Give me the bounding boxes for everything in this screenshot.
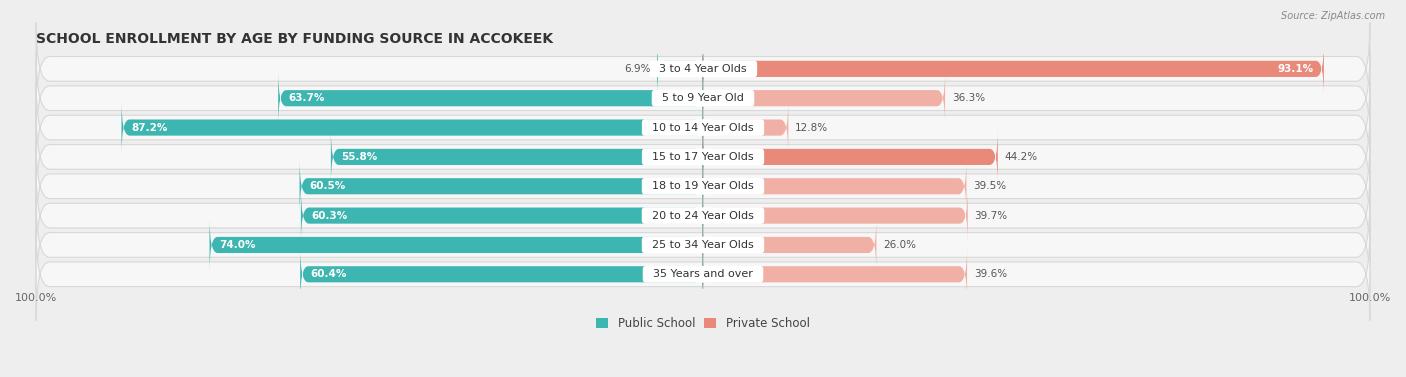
FancyBboxPatch shape <box>703 42 1324 96</box>
Text: 18 to 19 Year Olds: 18 to 19 Year Olds <box>645 181 761 191</box>
FancyBboxPatch shape <box>330 130 703 184</box>
FancyBboxPatch shape <box>37 110 1369 203</box>
Text: 20 to 24 Year Olds: 20 to 24 Year Olds <box>645 211 761 221</box>
Text: 6.9%: 6.9% <box>624 64 651 74</box>
Text: 44.2%: 44.2% <box>1004 152 1038 162</box>
Text: 55.8%: 55.8% <box>340 152 377 162</box>
FancyBboxPatch shape <box>703 130 998 184</box>
Text: 60.5%: 60.5% <box>309 181 346 191</box>
Text: 39.5%: 39.5% <box>973 181 1007 191</box>
FancyBboxPatch shape <box>37 81 1369 174</box>
FancyBboxPatch shape <box>37 228 1369 321</box>
Text: 35 Years and over: 35 Years and over <box>647 269 759 279</box>
FancyBboxPatch shape <box>703 159 966 213</box>
FancyBboxPatch shape <box>121 100 703 155</box>
Text: 60.4%: 60.4% <box>311 269 347 279</box>
Text: 5 to 9 Year Old: 5 to 9 Year Old <box>655 93 751 103</box>
Legend: Public School, Private School: Public School, Private School <box>592 312 814 335</box>
Text: 3 to 4 Year Olds: 3 to 4 Year Olds <box>652 64 754 74</box>
Text: 12.8%: 12.8% <box>794 123 828 133</box>
Text: 26.0%: 26.0% <box>883 240 917 250</box>
FancyBboxPatch shape <box>703 188 967 243</box>
FancyBboxPatch shape <box>299 159 703 213</box>
Text: 74.0%: 74.0% <box>219 240 256 250</box>
Text: 60.3%: 60.3% <box>311 211 347 221</box>
Text: 25 to 34 Year Olds: 25 to 34 Year Olds <box>645 240 761 250</box>
Text: Source: ZipAtlas.com: Source: ZipAtlas.com <box>1281 11 1385 21</box>
Text: 39.7%: 39.7% <box>974 211 1008 221</box>
Text: 93.1%: 93.1% <box>1278 64 1313 74</box>
FancyBboxPatch shape <box>37 140 1369 233</box>
FancyBboxPatch shape <box>37 199 1369 291</box>
FancyBboxPatch shape <box>37 52 1369 144</box>
FancyBboxPatch shape <box>278 71 703 126</box>
Text: 87.2%: 87.2% <box>132 123 167 133</box>
Text: 63.7%: 63.7% <box>288 93 325 103</box>
FancyBboxPatch shape <box>37 23 1369 115</box>
Text: 10 to 14 Year Olds: 10 to 14 Year Olds <box>645 123 761 133</box>
Text: SCHOOL ENROLLMENT BY AGE BY FUNDING SOURCE IN ACCOKEEK: SCHOOL ENROLLMENT BY AGE BY FUNDING SOUR… <box>37 32 553 46</box>
FancyBboxPatch shape <box>209 218 703 272</box>
Text: 15 to 17 Year Olds: 15 to 17 Year Olds <box>645 152 761 162</box>
Text: 36.3%: 36.3% <box>952 93 984 103</box>
FancyBboxPatch shape <box>703 218 876 272</box>
Text: 39.6%: 39.6% <box>974 269 1007 279</box>
FancyBboxPatch shape <box>703 100 789 155</box>
FancyBboxPatch shape <box>301 247 703 302</box>
FancyBboxPatch shape <box>703 247 967 302</box>
FancyBboxPatch shape <box>301 188 703 243</box>
FancyBboxPatch shape <box>37 169 1369 262</box>
FancyBboxPatch shape <box>657 42 703 96</box>
FancyBboxPatch shape <box>703 71 945 126</box>
